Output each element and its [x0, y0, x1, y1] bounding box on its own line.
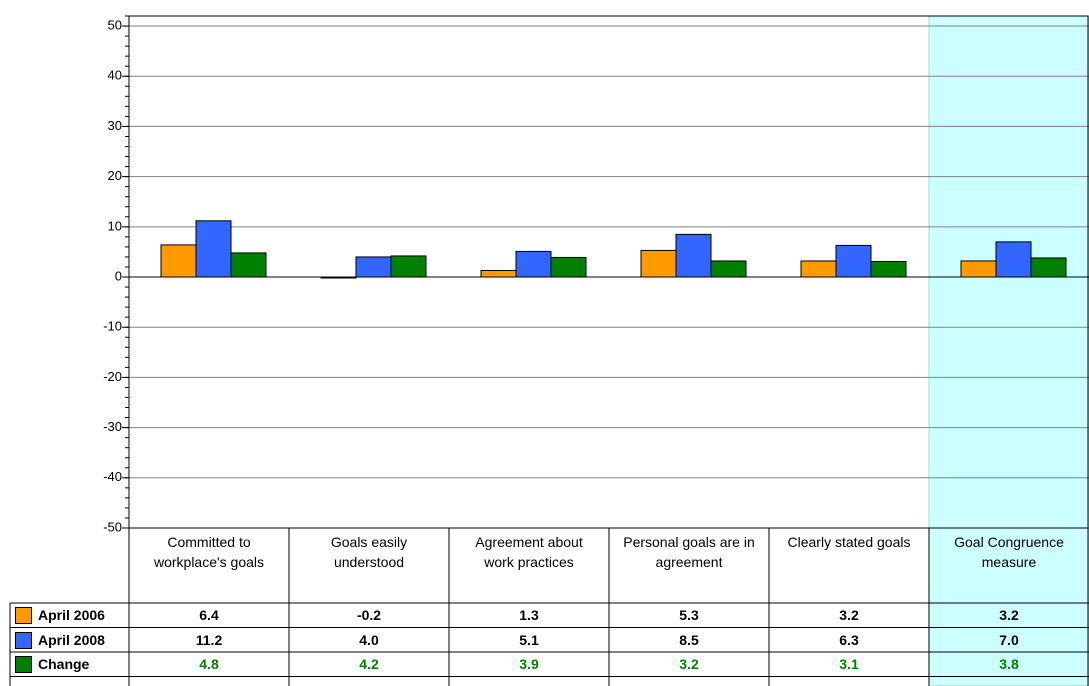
bar	[1030, 257, 1067, 278]
data-label: 3.2	[999, 607, 1019, 623]
bar	[995, 241, 1032, 278]
legend-swatch	[15, 607, 32, 624]
bar	[640, 249, 677, 278]
data-label: 1.3	[519, 607, 539, 623]
bar	[230, 252, 267, 278]
y-tick-label: 30	[108, 118, 122, 133]
bar	[870, 260, 907, 278]
y-tick-label: 50	[108, 17, 122, 32]
highlight-band	[928, 15, 1089, 686]
bar	[480, 269, 517, 278]
bar	[675, 233, 712, 278]
data-label: 8.5	[679, 631, 699, 648]
bar	[355, 256, 392, 278]
data-label: 3.1	[839, 656, 859, 672]
data-label: 5.1	[519, 631, 539, 648]
data-label: 5.3	[679, 607, 699, 623]
legend-entry: April 2008	[10, 628, 129, 653]
bar	[195, 220, 232, 278]
category-label: Committed to workplace's goals	[153, 534, 265, 570]
legend-entry: April 2006	[10, 603, 129, 628]
bar	[710, 260, 747, 278]
data-label: 4.0	[359, 631, 379, 648]
y-tick-label: -20	[103, 369, 122, 384]
bar	[550, 256, 587, 278]
y-tick-label: -50	[103, 519, 122, 534]
data-label: 6.4	[199, 607, 219, 623]
y-tick-label: 0	[115, 268, 122, 283]
y-tick-label: -10	[103, 319, 122, 334]
bar	[515, 250, 552, 278]
data-label: 3.9	[519, 656, 539, 672]
legend-swatch	[15, 631, 32, 649]
bar	[320, 276, 357, 279]
data-label: 3.2	[679, 656, 699, 672]
category-label: Goals easily understood	[330, 534, 408, 570]
data-label: 11.2	[195, 631, 223, 648]
data-label: 4.8	[199, 656, 219, 672]
bar	[835, 244, 872, 278]
y-tick-label: -30	[103, 419, 122, 434]
data-label: 4.2	[359, 656, 379, 672]
legend-entry: Change	[10, 652, 129, 677]
category-label: Clearly stated goals	[787, 534, 911, 550]
data-label: 6.3	[839, 631, 859, 648]
y-tick-label: -40	[103, 469, 122, 484]
bar	[390, 255, 427, 278]
legend-swatch	[15, 656, 32, 673]
data-label: 7.0	[999, 631, 1019, 648]
category-label: Agreement about work practices	[475, 534, 583, 570]
bar	[160, 244, 197, 278]
data-label: 3.8	[999, 656, 1019, 672]
bar	[960, 260, 997, 278]
bar	[800, 260, 837, 278]
y-tick-label: 10	[108, 218, 122, 233]
y-tick-label: 40	[108, 68, 122, 83]
category-label: Personal goals are in agreement	[623, 534, 755, 570]
y-tick-label: 20	[108, 168, 122, 183]
category-label: Goal Congruence measure	[954, 534, 1064, 570]
data-label: -0.2	[356, 607, 382, 623]
data-label: 3.2	[839, 607, 859, 623]
